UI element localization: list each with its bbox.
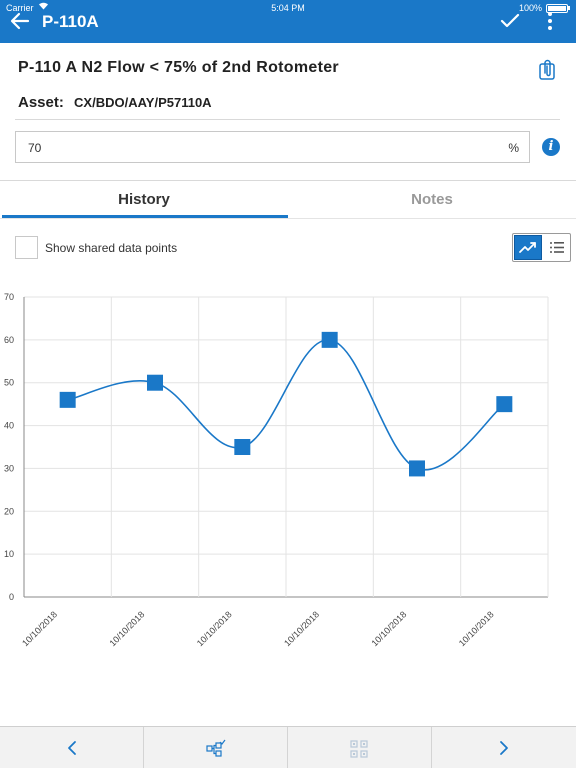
x-tick-label: 10/10/2018: [282, 609, 321, 648]
prev-button[interactable]: [0, 727, 143, 768]
trend-chart-icon: [519, 242, 536, 253]
reading-value[interactable]: 70: [28, 141, 42, 155]
y-tick-label: 50: [4, 378, 14, 388]
reading-input[interactable]: 70 %: [15, 131, 530, 163]
y-tick-label: 0: [9, 592, 14, 602]
divider: [15, 119, 560, 120]
x-tick-label: 10/10/2018: [107, 609, 146, 648]
more-vertical-icon[interactable]: [543, 10, 557, 34]
tab-active-indicator: [2, 215, 288, 218]
y-tick-label: 30: [4, 463, 14, 473]
y-tick-label: 20: [4, 506, 14, 516]
battery-percent: 100%: [518, 3, 542, 13]
paperclip-icon[interactable]: [538, 59, 556, 81]
data-point: [496, 396, 513, 413]
data-point: [59, 391, 76, 408]
status-time: 5:04 PM: [271, 3, 305, 13]
x-tick-label: 10/10/2018: [195, 609, 234, 648]
check-icon[interactable]: [500, 13, 520, 29]
x-tick-label: 10/10/2018: [20, 609, 59, 648]
divider: [0, 180, 576, 181]
scan-button[interactable]: [288, 727, 431, 768]
carrier-label: Carrier: [6, 3, 34, 13]
y-tick-label: 60: [4, 335, 14, 345]
battery-icon: [546, 4, 568, 13]
workflow-icon: [206, 739, 226, 757]
app-bar: Carrier 5:04 PM 100% P-110A: [0, 0, 576, 43]
chart-view-button[interactable]: [514, 235, 542, 260]
view-toggle: [512, 233, 571, 262]
bottom-bar: [0, 726, 576, 768]
tab-notes[interactable]: Notes: [411, 191, 453, 208]
wifi-icon: [38, 1, 49, 12]
y-tick-label: 10: [4, 549, 14, 559]
asset-row: Asset: CX/BDO/AAY/P57110A: [18, 94, 212, 111]
data-point: [147, 374, 163, 391]
shared-data-checkbox[interactable]: [15, 236, 38, 259]
shared-data-label[interactable]: Show shared data points: [45, 241, 178, 255]
tab-divider: [0, 218, 576, 219]
data-point: [409, 460, 425, 477]
back-arrow-icon[interactable]: [10, 12, 32, 32]
data-point: [234, 439, 251, 455]
workflow-button[interactable]: [144, 727, 287, 768]
list-icon: [550, 242, 564, 253]
list-view-button[interactable]: [544, 235, 570, 260]
reading-unit: %: [508, 141, 519, 155]
qr-scan-icon: [350, 740, 368, 758]
page-title: P-110A: [42, 12, 99, 31]
x-tick-label: 10/10/2018: [369, 609, 408, 648]
chevron-right-icon: [500, 741, 508, 755]
tab-history[interactable]: History: [118, 191, 170, 208]
asset-label: Asset:: [18, 94, 64, 111]
info-icon[interactable]: i: [542, 138, 560, 156]
asset-value: CX/BDO/AAY/P57110A: [74, 95, 212, 110]
next-button[interactable]: [432, 727, 576, 768]
history-chart: 0 10 20 30 40 50 60 70 10/10/2018 10/10/2018 10/10…: [4, 292, 549, 648]
data-point: [321, 331, 338, 348]
rule-title: P-110 A N2 Flow < 75% of 2nd Rotometer: [18, 59, 339, 76]
status-bar: Carrier 5:04 PM 100%: [0, 0, 576, 14]
chevron-left-icon: [68, 741, 76, 755]
x-tick-label: 10/10/2018: [457, 609, 496, 648]
y-tick-label: 70: [4, 292, 14, 302]
y-tick-label: 40: [4, 421, 14, 431]
